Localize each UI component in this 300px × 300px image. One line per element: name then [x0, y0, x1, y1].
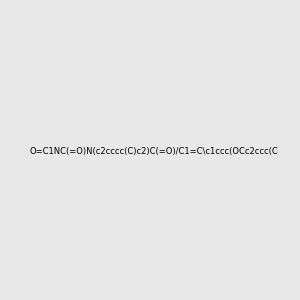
Text: O=C1NC(=O)N(c2cccc(C)c2)C(=O)/C1=C\c1ccc(OCc2ccc(C: O=C1NC(=O)N(c2cccc(C)c2)C(=O)/C1=C\c1ccc…	[29, 147, 278, 156]
